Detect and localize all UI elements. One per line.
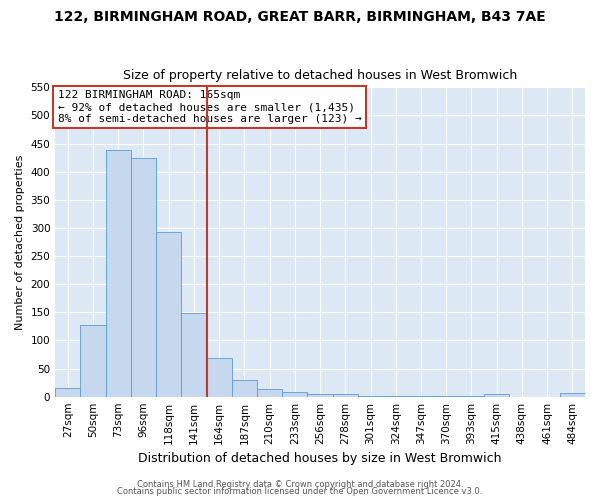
Bar bbox=[257, 390, 282, 396]
Bar bbox=[307, 394, 332, 396]
Text: 122, BIRMINGHAM ROAD, GREAT BARR, BIRMINGHAM, B43 7AE: 122, BIRMINGHAM ROAD, GREAT BARR, BIRMIN… bbox=[54, 10, 546, 24]
Bar bbox=[560, 394, 585, 396]
Bar bbox=[80, 324, 106, 396]
Bar bbox=[282, 392, 307, 396]
Text: Contains HM Land Registry data © Crown copyright and database right 2024.: Contains HM Land Registry data © Crown c… bbox=[137, 480, 463, 489]
Bar bbox=[131, 158, 156, 396]
Bar bbox=[484, 394, 509, 396]
Text: 122 BIRMINGHAM ROAD: 165sqm
← 92% of detached houses are smaller (1,435)
8% of s: 122 BIRMINGHAM ROAD: 165sqm ← 92% of det… bbox=[58, 90, 362, 124]
Bar bbox=[332, 394, 358, 396]
Bar bbox=[55, 388, 80, 396]
Text: Contains public sector information licensed under the Open Government Licence v3: Contains public sector information licen… bbox=[118, 487, 482, 496]
Y-axis label: Number of detached properties: Number of detached properties bbox=[15, 154, 25, 330]
X-axis label: Distribution of detached houses by size in West Bromwich: Distribution of detached houses by size … bbox=[139, 452, 502, 465]
Title: Size of property relative to detached houses in West Bromwich: Size of property relative to detached ho… bbox=[123, 69, 517, 82]
Bar bbox=[181, 314, 206, 396]
Bar bbox=[106, 150, 131, 396]
Bar bbox=[156, 232, 181, 396]
Bar bbox=[232, 380, 257, 396]
Bar bbox=[206, 358, 232, 397]
